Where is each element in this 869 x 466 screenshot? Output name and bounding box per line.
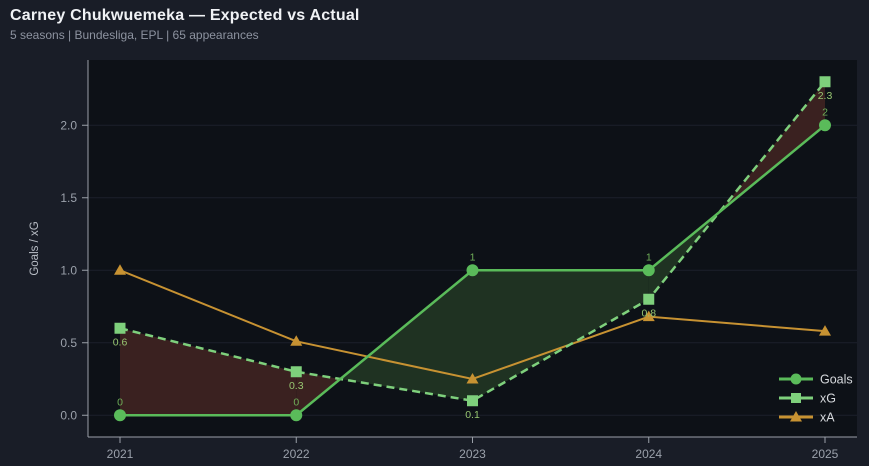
y-tick-label: 0.0 <box>60 408 77 422</box>
y-tick-label: 1.5 <box>60 191 77 205</box>
data-point-square <box>791 393 801 403</box>
data-point-square <box>819 76 831 88</box>
underperformance-fill <box>296 371 341 416</box>
overperformance-fill <box>472 270 649 401</box>
x-tick-label: 2023 <box>459 447 486 461</box>
data-point-circle <box>466 264 479 277</box>
series-xa <box>114 264 831 384</box>
data-point-square <box>114 322 126 334</box>
data-point-circle <box>290 409 303 422</box>
data-point-triangle <box>290 335 303 346</box>
legend: Goals xG xA <box>779 373 853 425</box>
data-point-circle <box>114 409 126 422</box>
legend-label: xG <box>820 392 836 406</box>
legend-label: xA <box>820 411 835 425</box>
data-point-label: 1 <box>470 251 476 263</box>
underperformance-fill <box>120 328 297 416</box>
data-point-triangle <box>642 310 655 322</box>
page-title: Carney Chukwuemeka — Expected vs Actual <box>10 7 360 24</box>
legend-label: Goals <box>820 373 853 387</box>
data-point-circle <box>790 373 802 385</box>
data-point-triangle <box>790 411 802 422</box>
overperformance-fill <box>340 270 473 401</box>
x-tick-label: 2025 <box>812 447 839 461</box>
legend-item-goals: Goals <box>779 373 853 387</box>
legend-item-xa: xA <box>779 411 835 425</box>
y-tick-label: 0.5 <box>60 336 77 350</box>
data-point-circle <box>642 264 655 277</box>
data-point-label: 2 <box>822 106 828 118</box>
legend-item-xg: xG <box>779 392 836 406</box>
data-point-label: 0.8 <box>641 307 656 319</box>
data-point-label: 0.3 <box>289 380 304 392</box>
data-point-triangle <box>114 264 126 275</box>
y-tick-label: 2.0 <box>60 118 77 132</box>
chart-header: Carney Chukwuemeka — Expected vs Actual … <box>10 7 360 42</box>
data-point-label: 0 <box>293 396 299 408</box>
y-tick-label: 1.0 <box>60 263 77 277</box>
data-point-label: 2.3 <box>818 90 833 102</box>
series-xg: 0.6 0.3 0.1 0.8 2.3 <box>113 76 833 421</box>
data-point-square <box>643 293 655 305</box>
x-tick-label: 2024 <box>635 447 662 461</box>
data-point-label: 0.6 <box>113 336 128 348</box>
data-point-triangle <box>466 373 479 384</box>
data-point-square <box>467 395 478 407</box>
data-point-triangle <box>819 325 831 336</box>
x-tick-label: 2022 <box>283 447 310 461</box>
data-point-label: 0 <box>117 396 123 408</box>
y-axis-title: Goals / xG <box>29 221 41 275</box>
x-tick-label: 2021 <box>107 447 134 461</box>
data-point-label: 0.1 <box>465 409 480 421</box>
page-subtitle: 5 seasons | Bundesliga, EPL | 65 appeara… <box>10 28 259 42</box>
data-point-circle <box>819 119 831 132</box>
data-point-label: 1 <box>646 251 652 263</box>
series-goals: 0 0 1 1 2 <box>114 106 831 422</box>
series-line <box>119 80 826 403</box>
data-point-square <box>290 366 302 378</box>
